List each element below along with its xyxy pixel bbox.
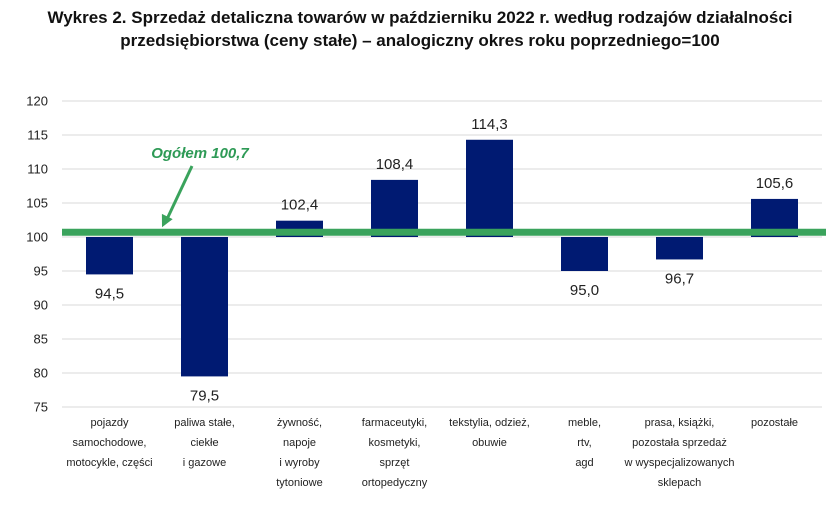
bar <box>466 139 513 237</box>
y-tick-label: 100 <box>26 230 48 245</box>
y-tick-label: 115 <box>27 128 48 143</box>
y-tick-label: 90 <box>34 298 48 313</box>
category-label: pozostałe <box>751 417 798 429</box>
category-label: meble, <box>568 417 601 429</box>
annotation-label: Ogółem 100,7 <box>151 145 249 162</box>
category-label: tekstylia, odzież, <box>449 417 530 429</box>
y-tick-label: 85 <box>34 332 48 347</box>
category-label: pozostała sprzedaż <box>632 437 727 449</box>
category-label: napoje <box>283 437 316 449</box>
annotation-arrowhead <box>161 213 173 228</box>
data-label: 114,3 <box>471 116 507 133</box>
category-label: paliwa stałe, <box>174 417 235 429</box>
category-label: farmaceutyki, <box>362 417 427 429</box>
data-label: 102,4 <box>281 197 319 214</box>
bar <box>86 237 133 275</box>
category-label: ortopedyczny <box>362 477 428 489</box>
category-label: obuwie <box>472 437 507 449</box>
y-tick-label: 105 <box>26 196 48 211</box>
chart-title-line-2: przedsiębiorstwa (ceny stałe) – analogic… <box>120 31 720 50</box>
chart-title: Wykres 2. Sprzedaż detaliczna towarów w … <box>0 6 840 52</box>
category-label: prasa, książki, <box>645 417 715 429</box>
y-tick-label: 80 <box>34 366 48 381</box>
category-label: motocykle, części <box>66 457 152 469</box>
bar <box>561 237 608 271</box>
category-label: i gazowe <box>183 457 226 469</box>
data-label: 95,0 <box>570 282 599 299</box>
y-tick-label: 75 <box>34 400 48 415</box>
category-label: agd <box>575 457 593 469</box>
data-label: 105,6 <box>756 175 794 192</box>
category-label: sklepach <box>658 477 701 489</box>
data-label: 108,4 <box>376 156 414 173</box>
category-label: rtv, <box>577 437 591 449</box>
data-label: 94,5 <box>95 285 124 302</box>
bar <box>371 179 418 237</box>
chart-title-line-1: Wykres 2. Sprzedaż detaliczna towarów w … <box>47 8 793 27</box>
data-label: 96,7 <box>665 270 694 287</box>
category-label: w wyspecjalizowanych <box>623 457 734 469</box>
category-label: i wyroby <box>279 457 320 469</box>
bar <box>656 237 703 260</box>
category-label: żywność, <box>277 417 322 429</box>
bar <box>181 237 228 377</box>
category-label: kosmetyki, <box>369 437 421 449</box>
category-label: sprzęt <box>380 457 410 469</box>
data-label: 79,5 <box>190 387 219 404</box>
category-label: tytoniowe <box>276 477 322 489</box>
y-tick-label: 120 <box>26 94 48 109</box>
y-tick-label: 110 <box>27 162 48 177</box>
annotation-arrow <box>164 165 194 222</box>
y-tick-label: 95 <box>34 264 48 279</box>
category-label: samochodowe, <box>73 437 147 449</box>
category-label: pojazdy <box>91 417 129 429</box>
category-label: ciekłe <box>190 437 218 449</box>
